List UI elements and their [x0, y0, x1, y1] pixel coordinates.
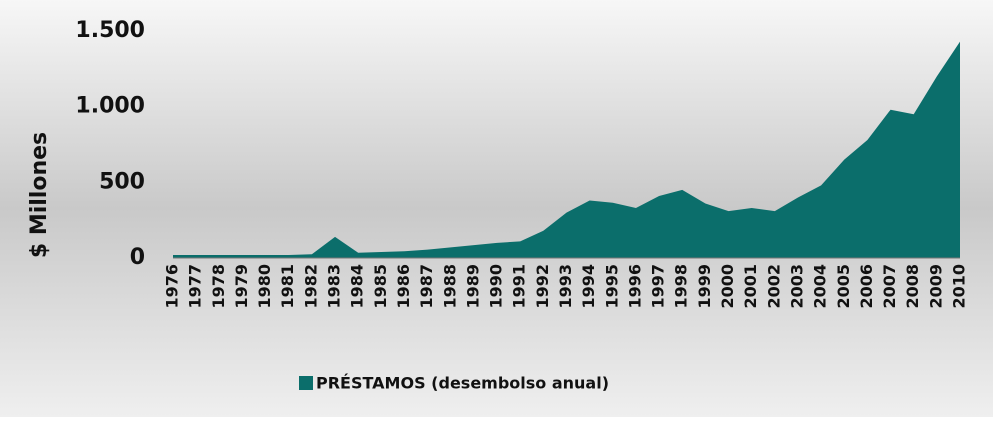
y-tick-label: 1.500 — [75, 18, 145, 43]
legend-swatch — [299, 376, 313, 390]
x-tick-label: 1978 — [209, 264, 228, 309]
x-tick-label: 2001 — [741, 264, 760, 309]
x-tick-label: 1996 — [625, 264, 644, 309]
x-tick-label: 1997 — [649, 264, 668, 309]
x-tick-label: 1991 — [510, 264, 529, 309]
x-tick-label: 2000 — [718, 264, 737, 309]
x-tick-label: 2003 — [787, 264, 806, 309]
x-tick-label: 1976 — [163, 264, 182, 309]
x-tick-label: 2008 — [903, 264, 922, 309]
x-tick-label: 1986 — [394, 264, 413, 309]
x-tick-label: 1998 — [672, 264, 691, 309]
x-tick-label: 1977 — [186, 264, 205, 309]
x-tick-label: 1980 — [255, 264, 274, 309]
x-tick-label: 1993 — [556, 264, 575, 309]
y-tick-label: 1.000 — [75, 94, 145, 119]
x-tick-label: 2007 — [880, 264, 899, 309]
x-tick-label: 1990 — [487, 264, 506, 309]
area — [173, 41, 960, 258]
x-tick-label: 1987 — [417, 264, 436, 309]
x-tick-label: 1988 — [440, 264, 459, 309]
legend-label: PRÉSTAMOS (desembolso anual) — [316, 374, 609, 393]
x-tick-label: 1999 — [695, 264, 714, 309]
x-tick-label: 1984 — [348, 264, 367, 309]
x-tick-label: 1979 — [232, 264, 251, 309]
x-tick-label: 1989 — [463, 264, 482, 309]
x-tick-label: 1994 — [579, 264, 598, 309]
x-tick-label: 2005 — [834, 264, 853, 309]
y-tick-label: 500 — [99, 169, 145, 194]
x-tick-label: 1985 — [371, 264, 390, 309]
x-tick-label: 1982 — [301, 264, 320, 309]
x-tick-label: 1992 — [533, 264, 552, 309]
x-tick-label: 2009 — [926, 264, 945, 309]
x-tick-label: 2006 — [857, 264, 876, 309]
y-tick-label: 0 — [130, 245, 145, 270]
x-tick-label: 2010 — [950, 264, 969, 309]
x-tick-label: 1995 — [602, 264, 621, 309]
x-tick-label: 2004 — [811, 264, 830, 309]
x-tick-label: 1983 — [325, 264, 344, 309]
x-tick-label: 1981 — [278, 264, 297, 309]
x-tick-label: 2002 — [764, 264, 783, 309]
y-axis-label: $ Millones — [27, 132, 52, 258]
